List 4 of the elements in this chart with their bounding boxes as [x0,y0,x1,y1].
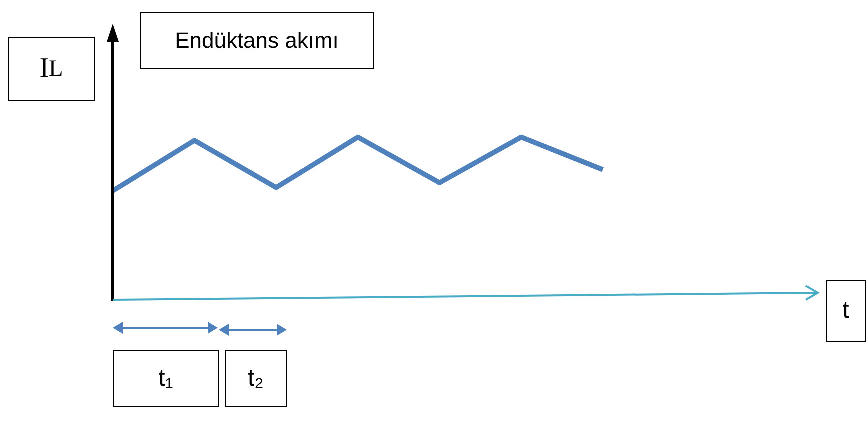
text: t [826,280,866,342]
chart-title: Endüktans akımı [140,12,374,69]
text: t₁ [113,350,219,407]
text: t₂ [225,350,287,407]
